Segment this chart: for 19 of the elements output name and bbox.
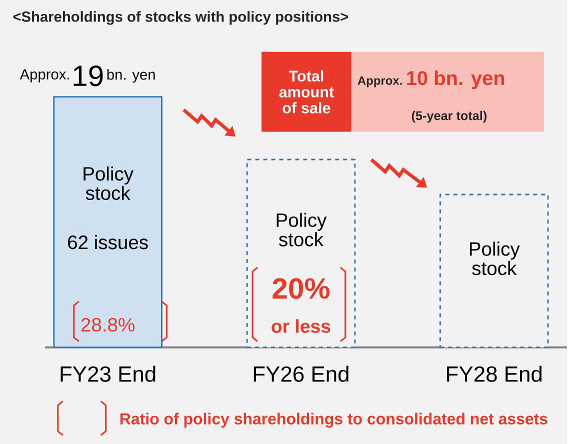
annotation: Policy stock [276,212,327,246]
chart-title: <Shareholdings of stocks with policy positions> [13,11,348,25]
annotation: (5-year total) [412,110,487,123]
annotation: Policy stock [470,242,520,276]
x-tick-label: FY28 End [447,366,542,382]
x-tick-label: FY26 End [254,366,348,382]
x-tick-label: FY23 End [60,366,156,382]
text: bn. yen [107,68,155,83]
annotation: or less [272,319,330,333]
text: 19 [74,65,103,86]
annotation: Total amount of sale [279,70,334,114]
text: Approx. [358,76,402,88]
annotation: 28.8% [81,318,134,332]
text: Ratio of policy shareholdings to consolidated net assets [120,412,548,428]
annotation: 62 issues [68,234,148,250]
text: 10 bn. yen [407,70,504,90]
text: Approx. [20,69,69,82]
annotation: Policy stock [84,166,134,200]
annotation: 20% [272,278,330,299]
